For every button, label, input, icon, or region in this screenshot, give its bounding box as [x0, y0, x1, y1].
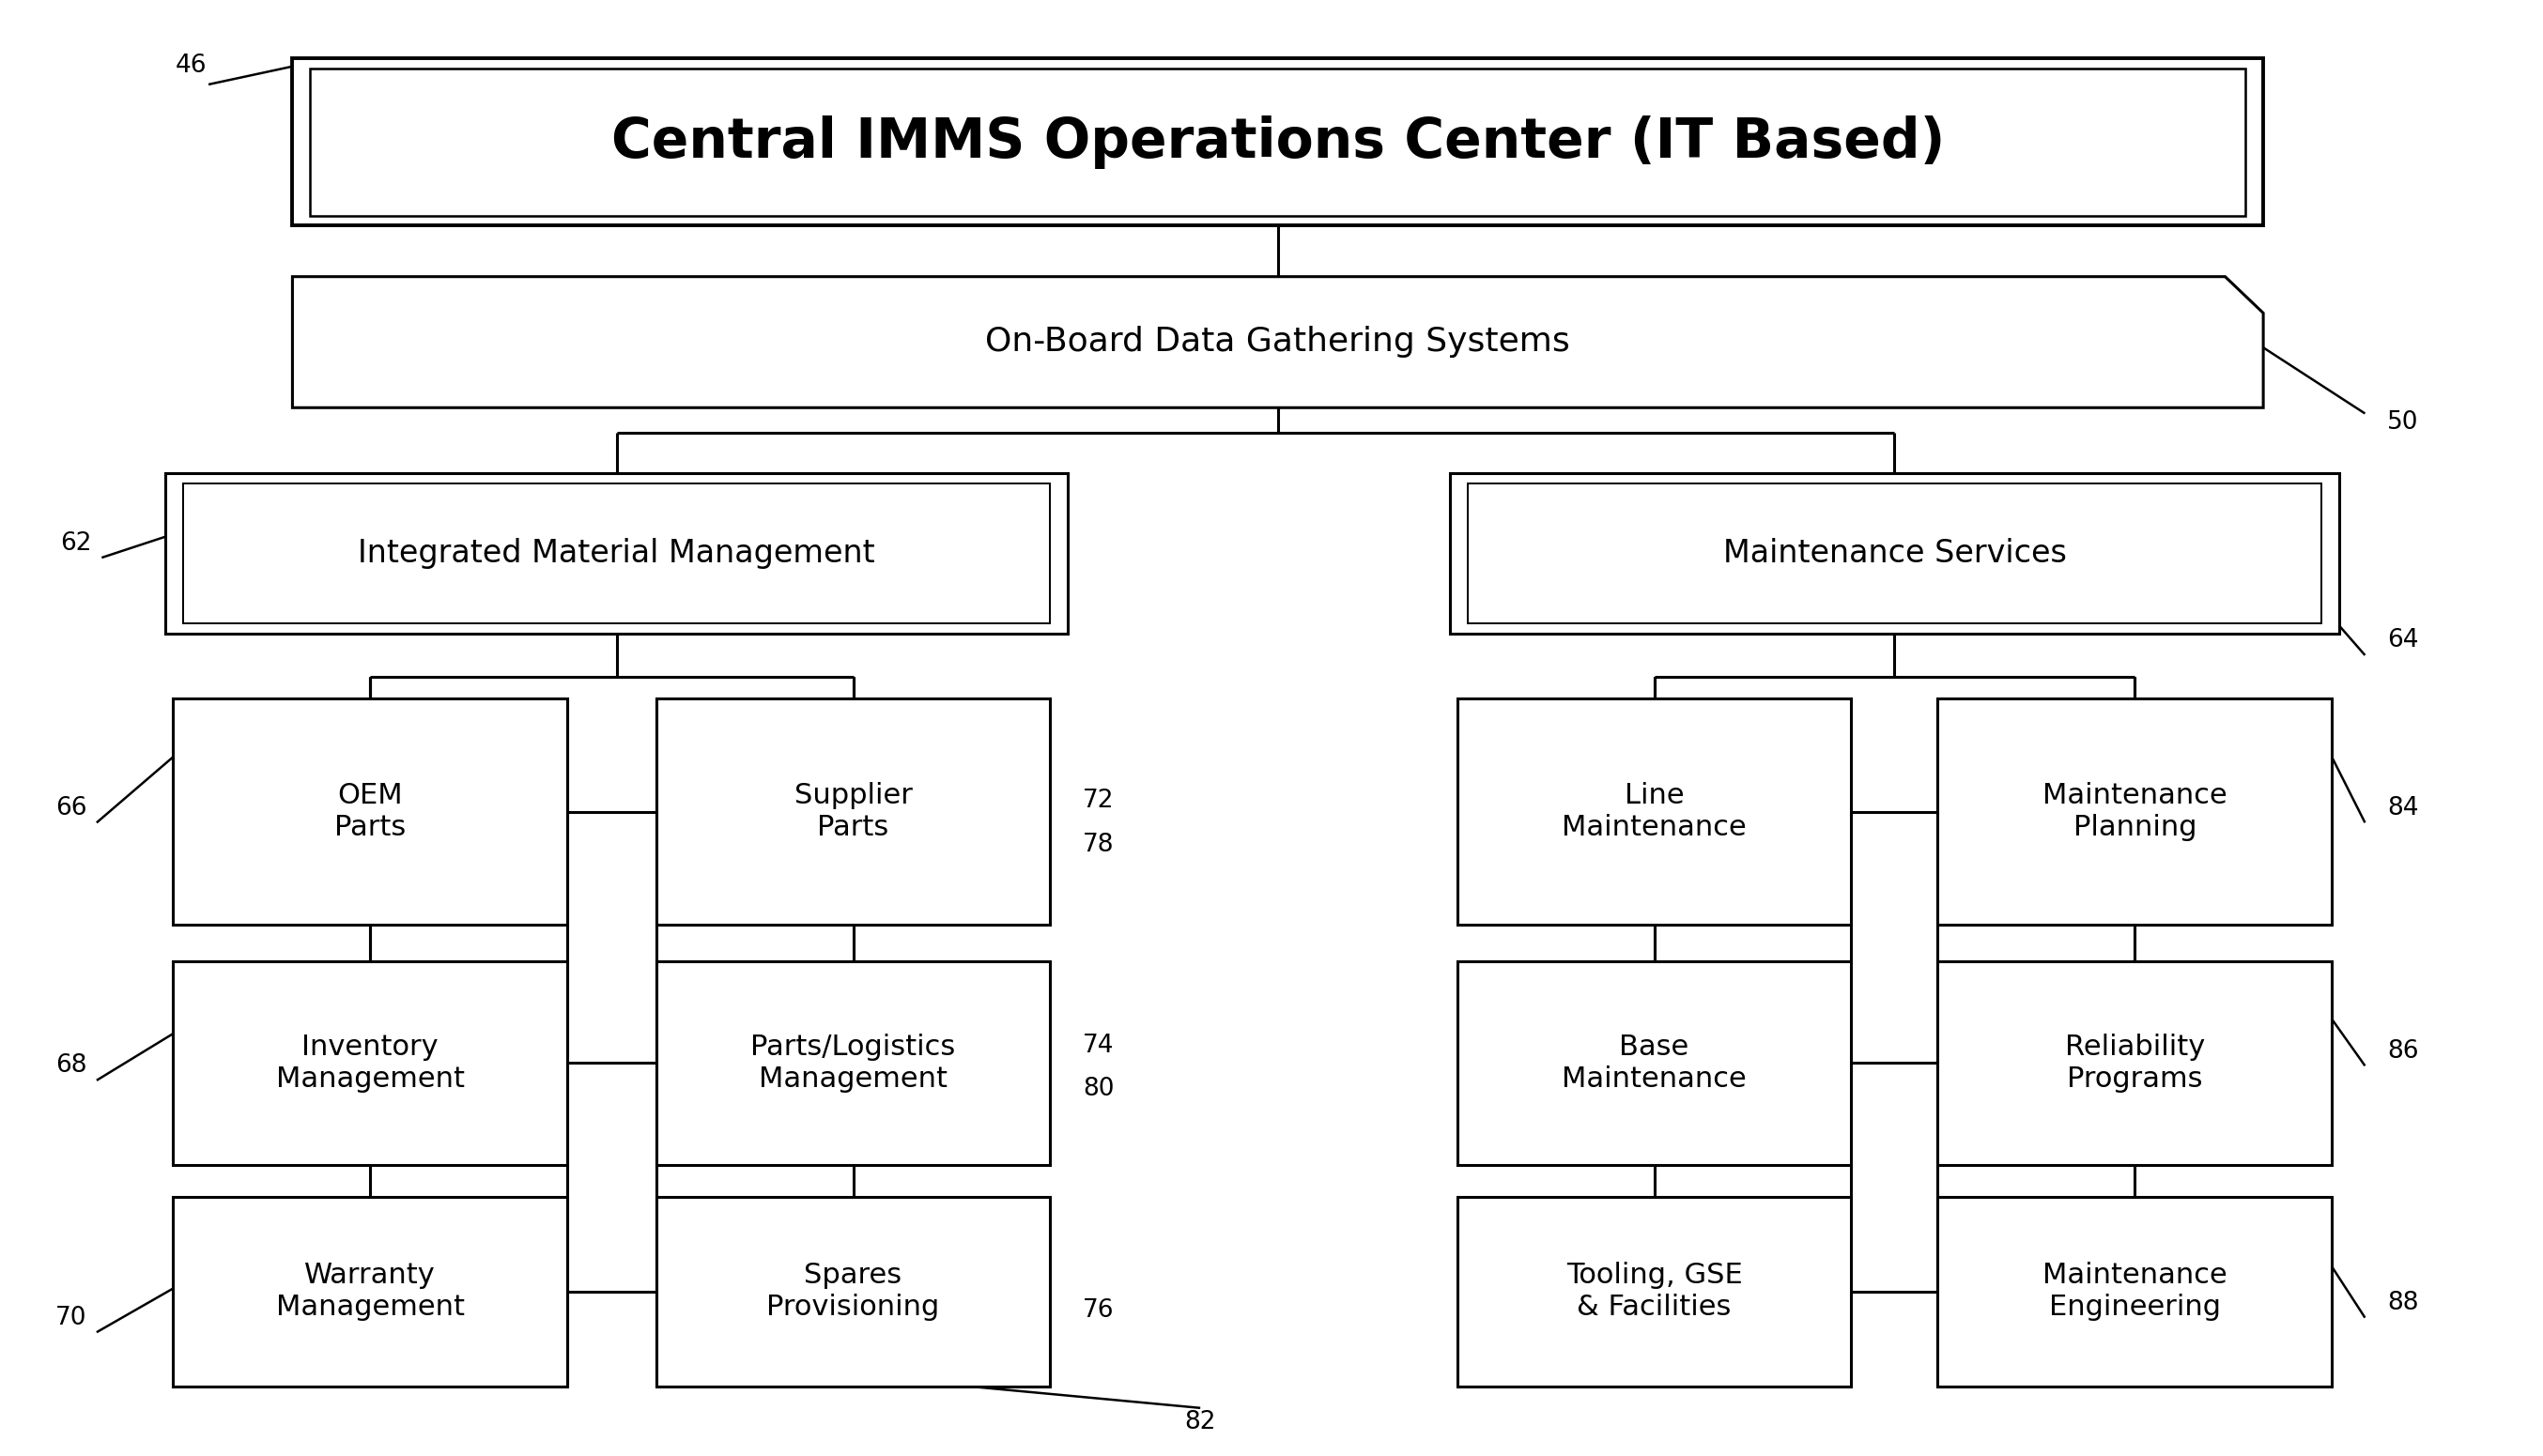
Text: Integrated Material Management: Integrated Material Management	[359, 537, 875, 569]
Text: 86: 86	[2388, 1040, 2418, 1063]
Text: OEM
Parts: OEM Parts	[333, 782, 407, 842]
Bar	[165, 473, 1068, 633]
Text: Base
Maintenance: Base Maintenance	[1561, 1034, 1747, 1092]
Bar	[1450, 473, 2340, 633]
Bar	[1457, 699, 1851, 925]
Bar	[173, 961, 567, 1165]
Text: On-Board Data Gathering Systems: On-Board Data Gathering Systems	[987, 326, 1569, 358]
Text: Maintenance
Planning: Maintenance Planning	[2042, 782, 2228, 842]
Bar	[1938, 961, 2332, 1165]
Text: Warranty
Management: Warranty Management	[275, 1262, 465, 1321]
Text: Supplier
Parts: Supplier Parts	[793, 782, 913, 842]
Text: 88: 88	[2388, 1291, 2418, 1315]
Text: 84: 84	[2388, 796, 2418, 820]
Text: 80: 80	[1083, 1077, 1114, 1101]
Bar	[310, 68, 2245, 215]
Text: 46: 46	[175, 54, 206, 77]
Bar	[183, 483, 1050, 623]
Text: Maintenance Services: Maintenance Services	[1722, 537, 2067, 569]
Bar	[1938, 1197, 2332, 1386]
Text: 64: 64	[2388, 629, 2418, 652]
Text: Maintenance
Engineering: Maintenance Engineering	[2042, 1262, 2228, 1321]
Bar	[173, 699, 567, 925]
Text: 66: 66	[56, 796, 86, 820]
Bar	[656, 1197, 1050, 1386]
Bar	[656, 961, 1050, 1165]
Bar	[656, 699, 1050, 925]
Text: Line
Maintenance: Line Maintenance	[1561, 782, 1747, 842]
Text: 68: 68	[56, 1054, 86, 1077]
Text: 82: 82	[1185, 1411, 1216, 1434]
Text: Central IMMS Operations Center (IT Based): Central IMMS Operations Center (IT Based…	[610, 115, 1945, 169]
Text: Spares
Provisioning: Spares Provisioning	[765, 1262, 941, 1321]
Bar	[1467, 483, 2322, 623]
Text: 62: 62	[61, 531, 92, 555]
Bar	[173, 1197, 567, 1386]
Text: Reliability
Programs: Reliability Programs	[2065, 1034, 2205, 1092]
Text: 50: 50	[2388, 411, 2418, 434]
Bar	[1457, 961, 1851, 1165]
Bar	[1457, 1197, 1851, 1386]
Text: 70: 70	[56, 1306, 86, 1329]
Text: 72: 72	[1083, 789, 1114, 812]
Text: Tooling, GSE
& Facilities: Tooling, GSE & Facilities	[1566, 1262, 1742, 1321]
Text: 78: 78	[1083, 833, 1114, 856]
Polygon shape	[292, 277, 2263, 408]
Bar	[292, 58, 2263, 226]
Text: 74: 74	[1083, 1034, 1114, 1057]
Bar	[1938, 699, 2332, 925]
Text: Inventory
Management: Inventory Management	[275, 1034, 465, 1092]
Text: 76: 76	[1083, 1299, 1114, 1322]
Text: Parts/Logistics
Management: Parts/Logistics Management	[750, 1034, 956, 1092]
